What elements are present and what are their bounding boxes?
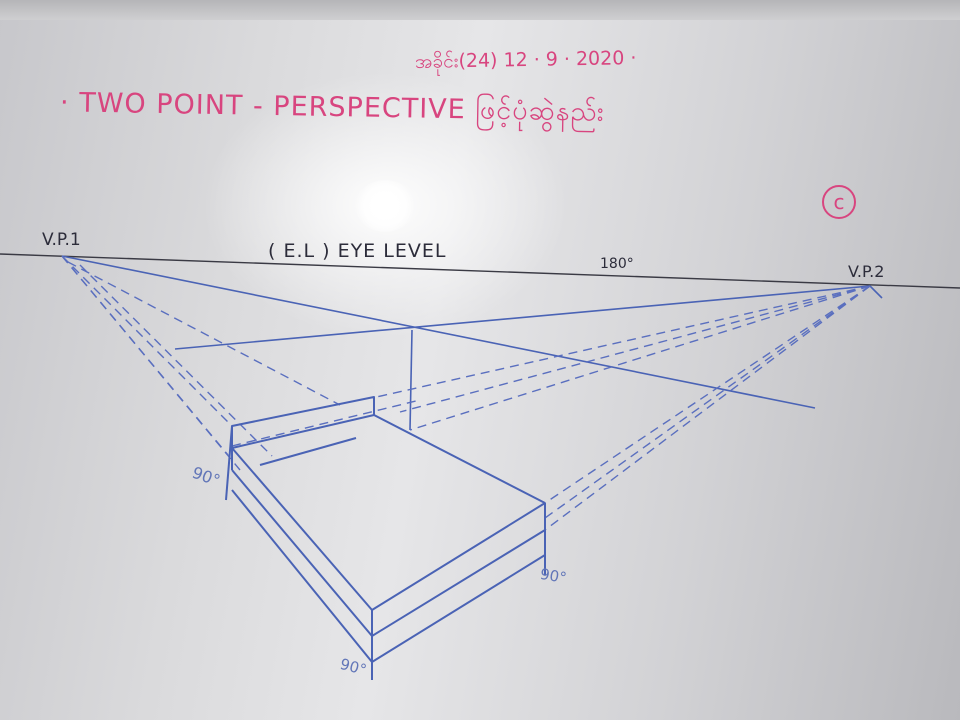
horizon-angle-label: 180° xyxy=(600,256,634,272)
eye-level-label: ( E.L ) EYE LEVEL xyxy=(268,240,447,262)
circle-mark: c xyxy=(822,185,856,219)
bed-box xyxy=(225,396,546,680)
light-glare xyxy=(355,180,415,232)
horizon-line xyxy=(0,253,960,289)
vanishing-point-2-label: V.P.2 xyxy=(848,262,885,281)
solid-construction-lines xyxy=(61,255,883,431)
whiteboard-frame xyxy=(0,0,960,20)
vanishing-point-1-label: V.P.1 xyxy=(42,230,81,250)
date-line: အခိုင်း(24) 12 · 9 · 2020 · xyxy=(414,47,637,73)
